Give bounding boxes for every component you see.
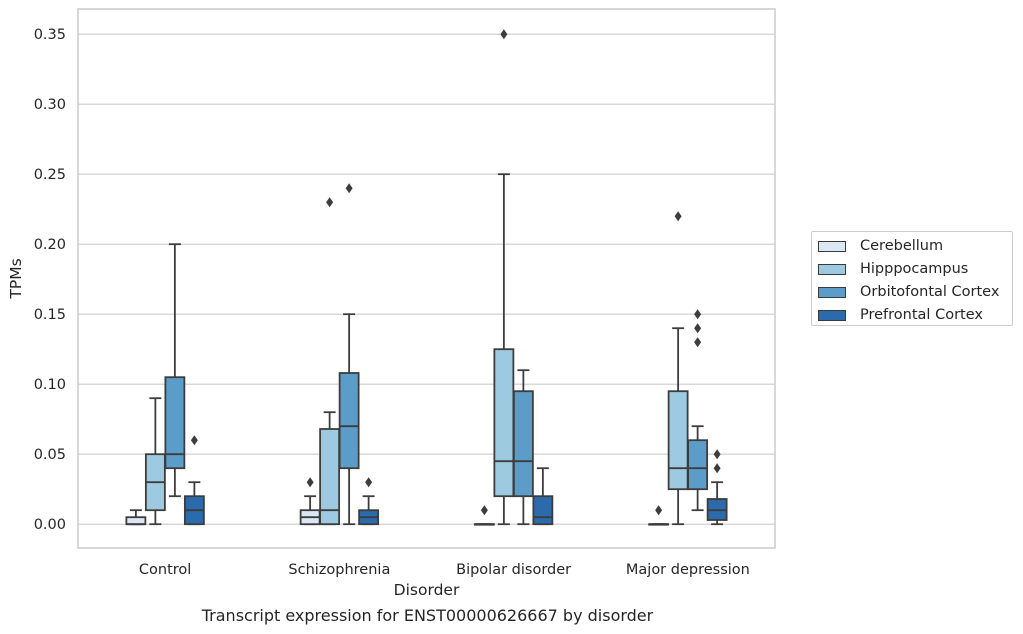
legend-item-prefrontal-cortex: Prefrontal Cortex	[818, 305, 983, 325]
outlier-point	[694, 309, 702, 320]
box-orbitofontal-cortex	[164, 243, 186, 498]
box-orbitofontal-cortex	[687, 309, 709, 512]
box-prefrontal-cortex	[358, 477, 380, 526]
x-tick-label: Schizophrenia	[288, 562, 390, 578]
y-tick-label: 0.25	[34, 167, 66, 183]
outlier-point	[694, 323, 702, 334]
x-axis-label: Disorder	[394, 581, 460, 599]
box-iqr	[687, 439, 709, 491]
outlier-point	[713, 463, 721, 474]
box-iqr	[125, 516, 147, 526]
outlier-point	[326, 197, 334, 208]
gridlines	[78, 33, 775, 525]
box-iqr	[512, 390, 534, 498]
box-cerebellum	[299, 477, 321, 526]
outlier-point	[655, 505, 663, 516]
x-tick-label: Major depression	[626, 562, 750, 578]
x-tick-label: Control	[139, 562, 191, 578]
y-tick-label: 0.10	[34, 377, 66, 393]
y-axis-label: TPMs	[7, 258, 25, 299]
box-iqr	[319, 428, 341, 526]
legend-swatch	[818, 309, 846, 321]
box-prefrontal-cortex	[706, 449, 728, 526]
figure-caption: Transcript expression for ENST0000062666…	[201, 606, 654, 625]
y-tick-label: 0.20	[34, 237, 66, 253]
box-hipppocampus	[144, 397, 166, 526]
outlier-point	[480, 505, 488, 516]
y-tick-label: 0.30	[34, 97, 66, 113]
y-tick-label: 0.00	[34, 517, 66, 533]
outlier-point	[345, 183, 353, 194]
box-iqr	[164, 376, 186, 470]
box-prefrontal-cortex	[532, 467, 554, 526]
y-tick-label: 0.35	[34, 27, 66, 43]
box-iqr	[493, 348, 515, 498]
x-tick-label: Bipolar disorder	[456, 562, 571, 578]
outlier-point	[713, 449, 721, 460]
outlier-point	[674, 211, 682, 222]
legend-swatch	[818, 240, 846, 252]
box-orbitofontal-cortex	[512, 369, 534, 526]
axis-ticks: 0.00 0.05 0.10 0.15 0.20 0.25 0.30 0.35 Control S…	[34, 27, 750, 578]
box-orbitofontal-cortex	[338, 183, 360, 526]
box-cerebellum	[648, 505, 670, 526]
outlier-point	[190, 435, 198, 446]
y-tick-label: 0.15	[34, 307, 66, 323]
outlier-point	[694, 337, 702, 348]
legend-item-cerebellum: Cerebellum	[818, 236, 943, 256]
box-cerebellum	[473, 505, 495, 526]
box-iqr	[667, 390, 689, 491]
legend-swatch	[818, 286, 846, 298]
legend-swatch	[818, 263, 846, 275]
outlier-point	[500, 29, 508, 40]
box-cerebellum	[125, 509, 147, 526]
box-iqr	[532, 495, 554, 526]
outlier-point	[365, 477, 373, 488]
legend-label: Cerebellum	[860, 238, 944, 254]
plot-area-frame	[77, 8, 776, 549]
legend-item-hippocampus: Hipppocampus	[818, 259, 968, 279]
legend-item-orbitofrontal-cortex: Orbitofontal Cortex	[818, 282, 999, 302]
legend-label: Prefrontal Cortex	[860, 307, 983, 323]
box-layer	[125, 29, 728, 526]
y-tick-label: 0.05	[34, 447, 66, 463]
box-prefrontal-cortex	[183, 435, 205, 526]
box-hipppocampus	[319, 197, 341, 526]
box-hipppocampus	[667, 211, 689, 526]
legend-label: Hipppocampus	[860, 261, 969, 277]
box-hipppocampus	[493, 29, 515, 526]
outlier-point	[306, 477, 314, 488]
legend-label: Orbitofontal Cortex	[860, 284, 1000, 300]
box-iqr	[338, 372, 360, 470]
legend: Cerebellum Hipppocampus Orbitofontal Cor…	[811, 231, 1013, 326]
